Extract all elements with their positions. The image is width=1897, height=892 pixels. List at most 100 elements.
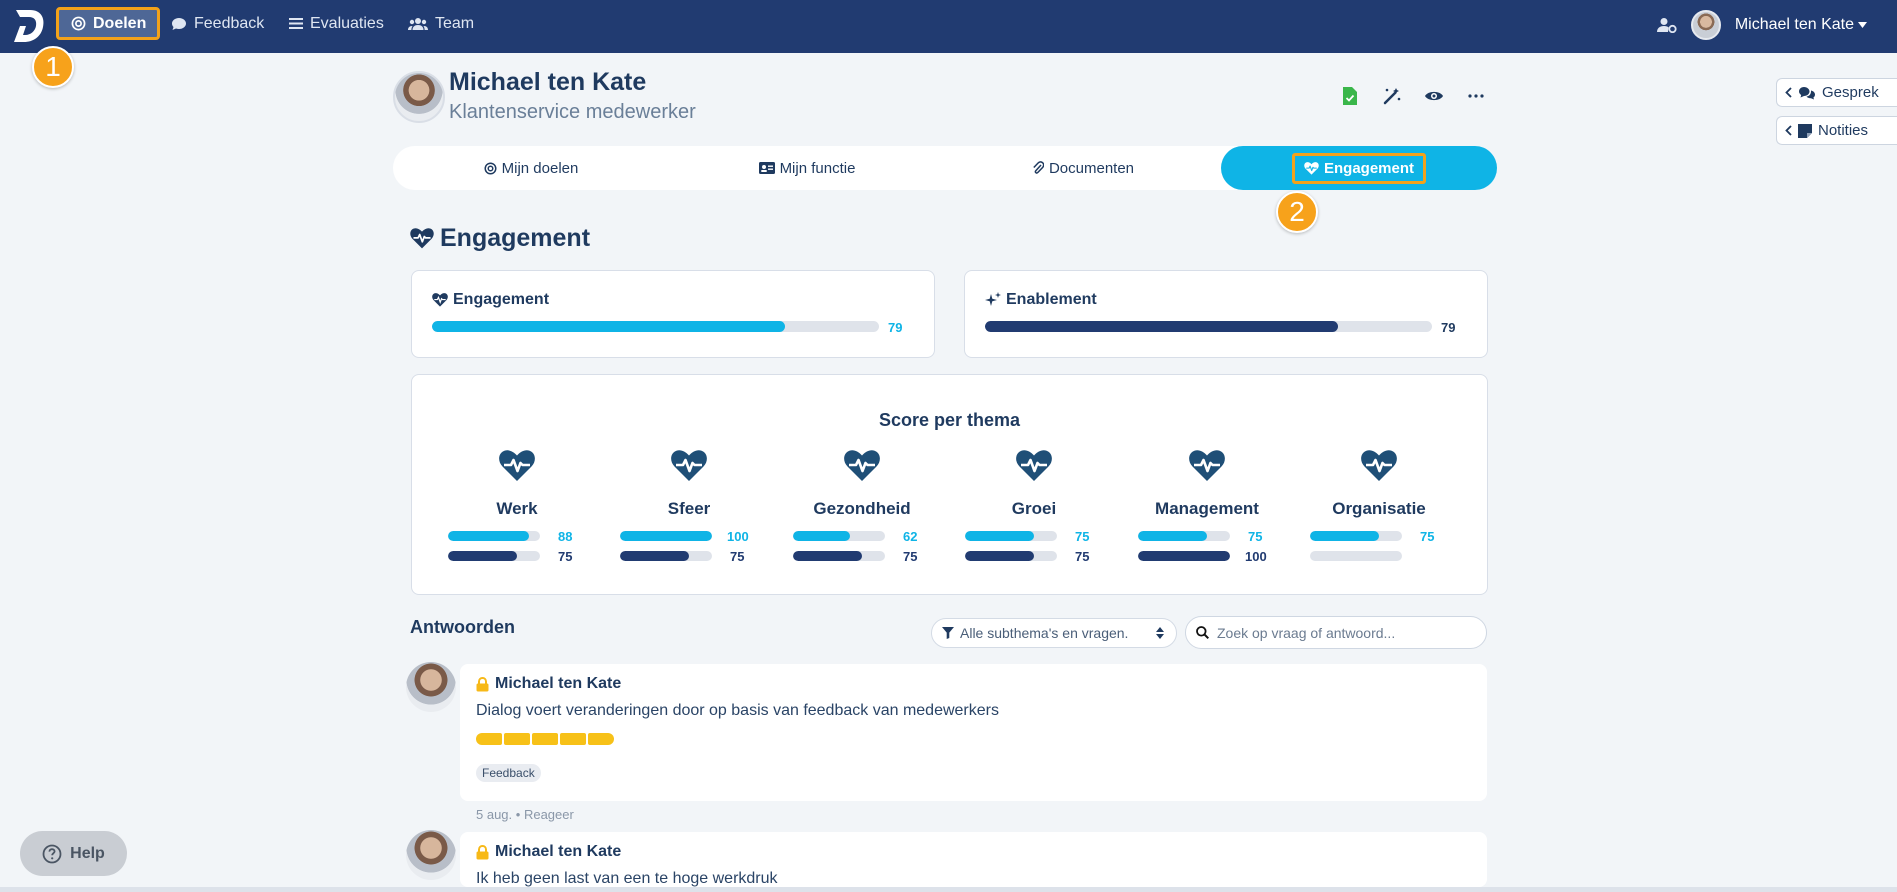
answer-search-input[interactable] [1217,624,1467,641]
theme-engagement-bar [620,531,712,541]
more-options-button[interactable] [1466,86,1486,106]
theme-name: Gezondheid [813,499,911,518]
theme-enablement-value: 100 [1245,549,1267,564]
theme-engagement-value: 75 [1420,529,1435,544]
theme-enablement-bar [1138,551,1230,561]
paperclip-icon [1033,161,1044,174]
bottom-edge [0,887,1897,892]
enablement-summary-value: 79 [1441,320,1456,335]
answer-avatar [406,662,456,712]
magic-wand-button[interactable] [1382,86,1402,106]
side-tab-gesprek[interactable]: Gesprek [1776,78,1897,107]
theme-enablement-bar-fill [448,551,517,561]
theme-name: Groei [1011,499,1057,518]
tab-engagement-label: Engagement [1323,159,1414,177]
rating-segment [476,733,502,745]
subtheme-filter-value: Alle subthema's en vragen. [960,625,1129,641]
side-tab-notities-label: Notities [1818,122,1869,139]
sticky-note-icon [1798,123,1812,138]
preview-button[interactable] [1424,86,1444,106]
dialog-logo[interactable] [12,8,46,44]
heart-pulse-icon [671,450,707,481]
theme-enablement-value: 75 [903,549,918,564]
nav-team-label: Team [435,14,475,32]
lock-icon [476,676,489,691]
profile-tabs: Mijn doelen Mijn functie Documenten Enga… [393,146,1497,190]
theme-enablement-bar-fill [793,551,862,561]
search-icon [1196,626,1209,639]
theme-enablement-bar-fill [965,551,1034,561]
answer-card: Michael ten Kate Ik heb geen last van ee… [460,832,1487,887]
user-settings-icon[interactable] [1656,17,1677,33]
export-document-button[interactable] [1340,86,1360,106]
theme-engagement-value: 88 [558,529,573,544]
nav-feedback-label: Feedback [194,14,265,32]
theme-engagement-value: 75 [1248,529,1263,544]
enablement-summary-label: Enablement [1006,291,1097,308]
enablement-summary-bar [985,321,1432,332]
tab-mijn-doelen-label: Mijn doelen [501,159,579,177]
tab-documenten-label: Documenten [1048,159,1135,177]
side-tab-gesprek-label: Gesprek [1822,84,1879,101]
heart-pulse-icon [1304,161,1319,175]
meta-separator: • [515,807,524,822]
magic-wand-icon [1383,88,1401,105]
enablement-summary-title: Enablement [985,291,1097,309]
answer-meta: 5 aug. • Reageer [476,807,574,822]
filter-icon [942,627,954,639]
answer-reply-link[interactable]: Reageer [523,807,574,822]
heart-pulse-icon [1361,450,1397,481]
enablement-summary-card: Enablement 79 [964,270,1488,358]
theme-enablement-bar [793,551,885,561]
tab-documenten[interactable]: Documenten [945,146,1221,190]
nav-doelen[interactable]: Doelen [56,7,160,40]
theme-enablement-bar [620,551,712,561]
theme-enablement-bar [448,551,540,561]
chevron-left-icon [1785,125,1792,136]
heart-pulse-icon [1016,450,1052,481]
profile-toolbar [1340,86,1486,106]
side-tab-notities[interactable]: Notities [1776,116,1897,145]
nav-evaluaties[interactable]: Evaluaties [289,7,384,40]
theme-name: Organisatie [1332,499,1426,518]
subtheme-filter-select[interactable]: Alle subthema's en vragen. [931,618,1177,648]
engagement-summary-card: Engagement 79 [411,270,935,358]
tab-mijn-functie[interactable]: Mijn functie [669,146,945,190]
user-menu[interactable]: Michael ten Kate [1735,16,1867,34]
theme-engagement-bar [1310,531,1402,541]
lock-icon [476,844,489,859]
nav-team[interactable]: Team [408,7,474,40]
user-avatar[interactable] [1690,10,1721,40]
tab-mijn-functie-label: Mijn functie [779,159,856,177]
heart-pulse-icon [1189,450,1225,481]
user-area: Michael ten Kate [1656,10,1867,40]
target-icon [484,161,497,175]
tab-mijn-doelen[interactable]: Mijn doelen [393,146,669,190]
answer-search-box [1185,616,1487,649]
nav-feedback[interactable]: Feedback [171,7,264,40]
heart-pulse-icon [432,293,448,307]
help-button[interactable]: Help [20,831,127,876]
theme-engagement-value: 100 [727,529,749,544]
theme-engagement-bar [448,531,540,541]
question-circle-icon [42,844,62,863]
theme-engagement-bar [793,531,885,541]
tab-engagement[interactable]: Engagement [1221,146,1497,190]
rating-segment [504,733,530,745]
callout-marker-1: 1 [32,46,74,88]
sparkles-icon [985,292,1001,306]
section-title: Engagement [410,224,590,253]
engagement-summary-label: Engagement [453,291,550,308]
theme-engagement-bar-fill [1310,531,1379,541]
theme-name: Werk [496,499,538,518]
nav-evaluaties-label: Evaluaties [310,14,384,32]
rating-segment [532,733,558,745]
engagement-summary-value: 79 [888,320,903,335]
help-label: Help [70,844,105,862]
theme-scores-title: Score per thema [878,410,1021,430]
profile-name: Michael ten Kate [449,68,647,96]
theme-enablement-bar-fill [1138,551,1230,561]
enablement-summary-bar-fill [985,321,1339,332]
answer-author: Michael ten Kate [476,843,621,861]
id-card-icon [758,162,775,174]
